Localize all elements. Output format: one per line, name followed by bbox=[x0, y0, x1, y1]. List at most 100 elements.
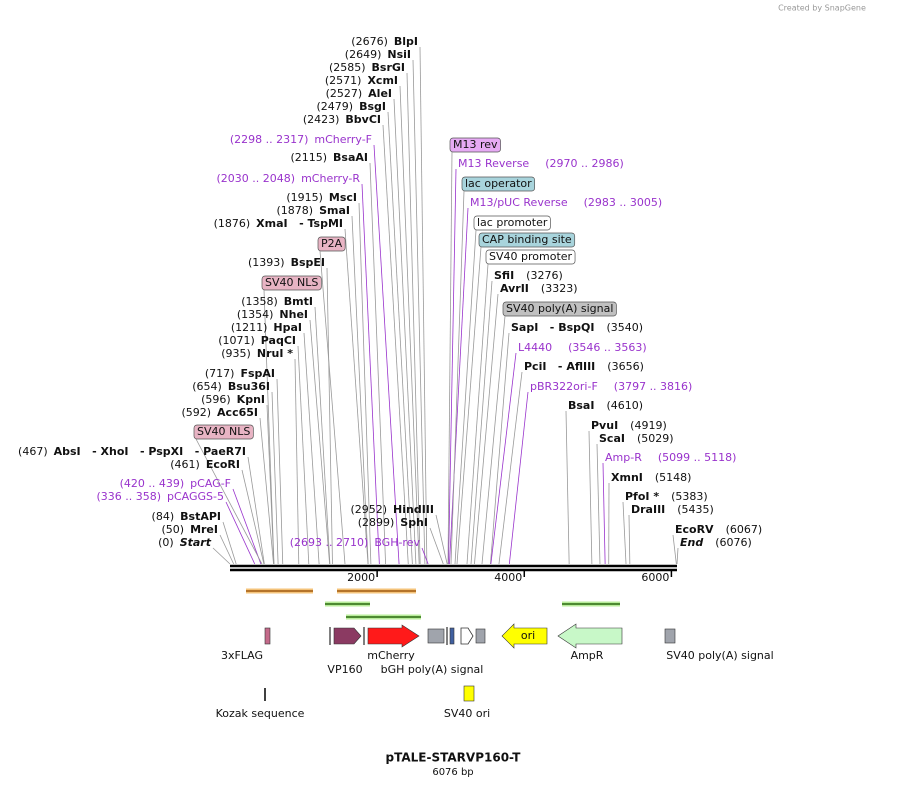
feature-label: AmpR bbox=[571, 649, 604, 662]
leader-line bbox=[351, 215, 369, 565]
site-position: (935) bbox=[221, 347, 251, 360]
leader-line bbox=[672, 534, 677, 565]
leader-line bbox=[361, 183, 380, 565]
feature-tag: SV40 NLS bbox=[193, 424, 254, 440]
tag-box bbox=[261, 275, 322, 291]
leader-lines bbox=[195, 46, 679, 565]
primer-name: BGH-rev bbox=[374, 536, 420, 549]
primer-name: M13 Reverse bbox=[458, 157, 529, 170]
site-label: (2571) XcmI bbox=[325, 74, 398, 87]
site-label: BsaI (4610) bbox=[568, 399, 643, 412]
site-name: BsgI bbox=[359, 100, 386, 113]
site-position: (1071) bbox=[218, 334, 255, 347]
tag-line bbox=[450, 190, 465, 565]
primer-range: (420 .. 439) bbox=[120, 477, 185, 490]
tag-line bbox=[195, 438, 263, 565]
site-position: (461) bbox=[170, 458, 200, 471]
tag-line bbox=[319, 250, 346, 565]
leader-line bbox=[393, 98, 417, 565]
site-position: (2649) bbox=[345, 48, 382, 61]
site-name: NheI bbox=[279, 308, 308, 321]
leader-line bbox=[225, 501, 256, 565]
leader-line bbox=[369, 162, 386, 565]
feature-shapes bbox=[246, 588, 676, 702]
site-label: (654) Bsu36I bbox=[192, 380, 270, 393]
site-name: BstAPI bbox=[180, 510, 221, 523]
leader-line bbox=[241, 469, 265, 565]
site-position: (467) bbox=[18, 445, 48, 458]
primer-label: (2693 .. 2710) BGH-rev bbox=[290, 536, 421, 549]
site-position: (2571) bbox=[325, 74, 362, 87]
feature-tag: SV40 poly(A) signal bbox=[502, 301, 617, 317]
leader-line bbox=[448, 168, 457, 565]
site-name: BbvCI bbox=[345, 113, 381, 126]
leader-line bbox=[314, 306, 331, 565]
site-label: (2649) NsiI bbox=[345, 48, 411, 61]
feature-tag: lac promoter bbox=[473, 215, 551, 231]
site-name: AleI bbox=[368, 87, 392, 100]
tag-label: SV40 NLS bbox=[197, 425, 250, 438]
site-name: BspEI bbox=[291, 256, 325, 269]
site-position: (3276) bbox=[526, 269, 563, 282]
leader-line bbox=[232, 488, 262, 565]
site-position: (3656) bbox=[607, 360, 644, 373]
site-name: BmtI bbox=[284, 295, 313, 308]
tag-line bbox=[466, 263, 489, 565]
primer-name: mCherry-F bbox=[314, 133, 372, 146]
primer-name: mCherry-R bbox=[301, 172, 360, 185]
site-name: Start bbox=[180, 536, 212, 549]
site-label: (2423) BbvCI bbox=[303, 113, 381, 126]
site-label: (50) MreI bbox=[161, 523, 218, 536]
leader-line bbox=[498, 371, 523, 565]
primer-range: (2970 .. 2986) bbox=[545, 157, 624, 170]
site-label: EcoRV (6067) bbox=[675, 523, 762, 536]
leader-line bbox=[565, 410, 570, 565]
leader-line bbox=[622, 501, 627, 565]
site-position: (5435) bbox=[677, 503, 714, 516]
leader-line bbox=[294, 358, 300, 565]
site-label: (1358) BmtI bbox=[241, 295, 313, 308]
site-name: PvuI bbox=[591, 419, 618, 432]
site-name: HpaI bbox=[273, 321, 302, 334]
site-name: KpnI bbox=[237, 393, 265, 406]
leader-line bbox=[508, 391, 529, 565]
site-position: (3540) bbox=[606, 321, 643, 334]
site-name: NsiI bbox=[387, 48, 411, 61]
leader-line bbox=[222, 521, 237, 565]
site-position: (5383) bbox=[671, 490, 708, 503]
site-label: (1915) MscI bbox=[286, 191, 357, 204]
site-position: (2952) bbox=[350, 503, 387, 516]
primer-name: pCAGGS-5 bbox=[167, 490, 224, 503]
primer-name: M13/pUC Reverse bbox=[470, 196, 568, 209]
feature-tag: P2A bbox=[317, 236, 346, 252]
leader-line bbox=[602, 462, 606, 565]
site-name: NruI * bbox=[257, 347, 293, 360]
feature-label: VP160 bbox=[327, 663, 362, 676]
site-name: AvrII bbox=[500, 282, 529, 295]
leader-line bbox=[326, 267, 333, 565]
tag-box bbox=[461, 176, 536, 192]
site-position: (592) bbox=[181, 406, 211, 419]
site-position: (1878) bbox=[277, 204, 314, 217]
site-label: SfiI (3276) bbox=[494, 269, 563, 282]
site-label: (1071) PaqCI bbox=[218, 334, 296, 347]
leader-line bbox=[490, 352, 517, 565]
site-position: (1393) bbox=[248, 256, 285, 269]
site-label: (596) KpnI bbox=[201, 393, 265, 406]
tag-box bbox=[193, 424, 254, 440]
site-name: EcoRV bbox=[675, 523, 714, 536]
site-name: EcoRI bbox=[206, 458, 240, 471]
tag-line bbox=[263, 289, 275, 565]
site-name: BlpI bbox=[394, 35, 418, 48]
tag-line bbox=[456, 246, 482, 565]
feature-tag: SV40 NLS bbox=[261, 275, 322, 291]
leader-line bbox=[276, 378, 284, 565]
site-position: (5029) bbox=[637, 432, 674, 445]
leader-line bbox=[271, 391, 279, 565]
site-position: (2899) bbox=[358, 516, 395, 529]
site-position: (84) bbox=[152, 510, 175, 523]
tick-label: 6000 bbox=[641, 571, 669, 584]
site-position: (1211) bbox=[231, 321, 268, 334]
site-label: (1876) XmaI - TspMI bbox=[214, 217, 343, 230]
leader-line bbox=[628, 514, 631, 565]
